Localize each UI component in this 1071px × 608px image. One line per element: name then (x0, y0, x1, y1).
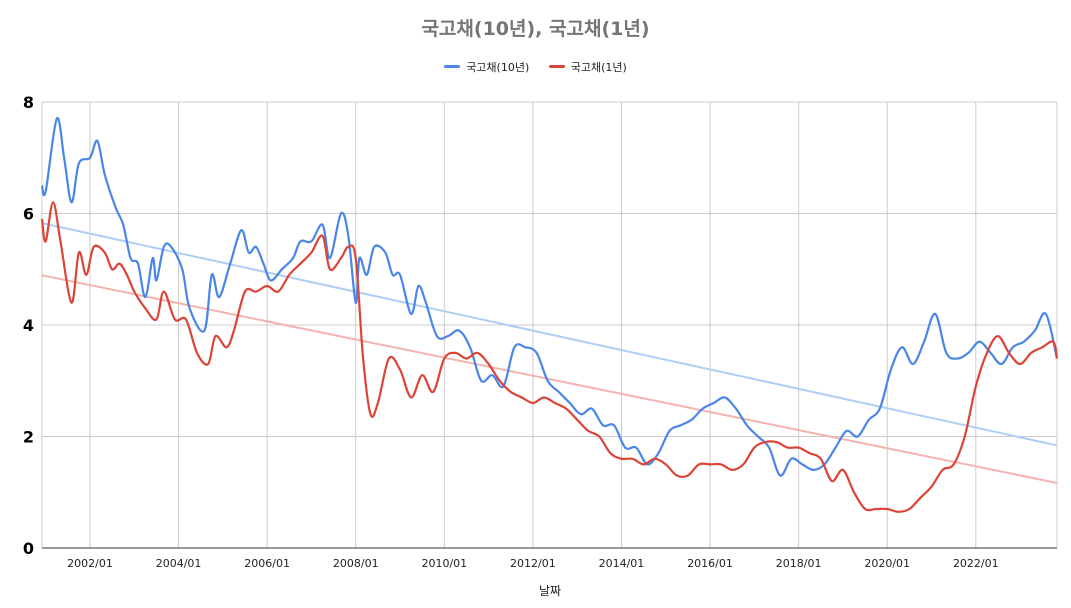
x-tick-label: 2020/01 (864, 557, 910, 570)
grid (41, 101, 1058, 548)
legend: 국고채(10년) 국고채(1년) (0, 58, 1071, 75)
trendlines (41, 222, 1058, 484)
series-line-1 (40, 201, 1059, 513)
y-tick-label: 0 (23, 539, 34, 558)
y-tick-label: 8 (23, 93, 34, 112)
series-line-0 (40, 117, 1059, 477)
chart-title: 국고채(10년), 국고채(1년) (421, 18, 650, 40)
trendline-0 (41, 222, 1058, 447)
x-tick-label: 2002/01 (67, 557, 113, 570)
x-tick-label: 2004/01 (156, 557, 202, 570)
y-tick-label: 6 (23, 205, 34, 224)
x-axis-title: 날짜 (538, 584, 562, 598)
legend-swatch-1y (548, 65, 565, 68)
legend-label-10y: 국고채(10년) (466, 60, 530, 74)
x-tick-label: 2008/01 (333, 557, 379, 570)
x-tick-label: 2006/01 (244, 557, 290, 570)
legend-item-10y[interactable]: 국고채(10년) (444, 59, 529, 75)
legend-swatch-10y (444, 65, 461, 68)
y-tick-label: 4 (23, 316, 34, 335)
x-tick-label: 2012/01 (510, 557, 556, 570)
trendline-1 (41, 274, 1058, 484)
x-tick-label: 2022/01 (953, 557, 999, 570)
legend-item-1y[interactable]: 국고채(1년) (548, 59, 627, 75)
x-tick-label: 2016/01 (687, 557, 733, 570)
axes: 0 2 4 6 8 2002/01 2004/01 2006/01 2008/01 2010/01… (23, 93, 1057, 570)
y-tick-label: 2 (23, 428, 34, 447)
series-lines (40, 117, 1059, 513)
x-tick-label: 2010/01 (421, 557, 467, 570)
x-tick-label: 2018/01 (776, 557, 822, 570)
x-tick-label: 2014/01 (599, 557, 645, 570)
legend-label-1y: 국고채(1년) (570, 60, 627, 74)
